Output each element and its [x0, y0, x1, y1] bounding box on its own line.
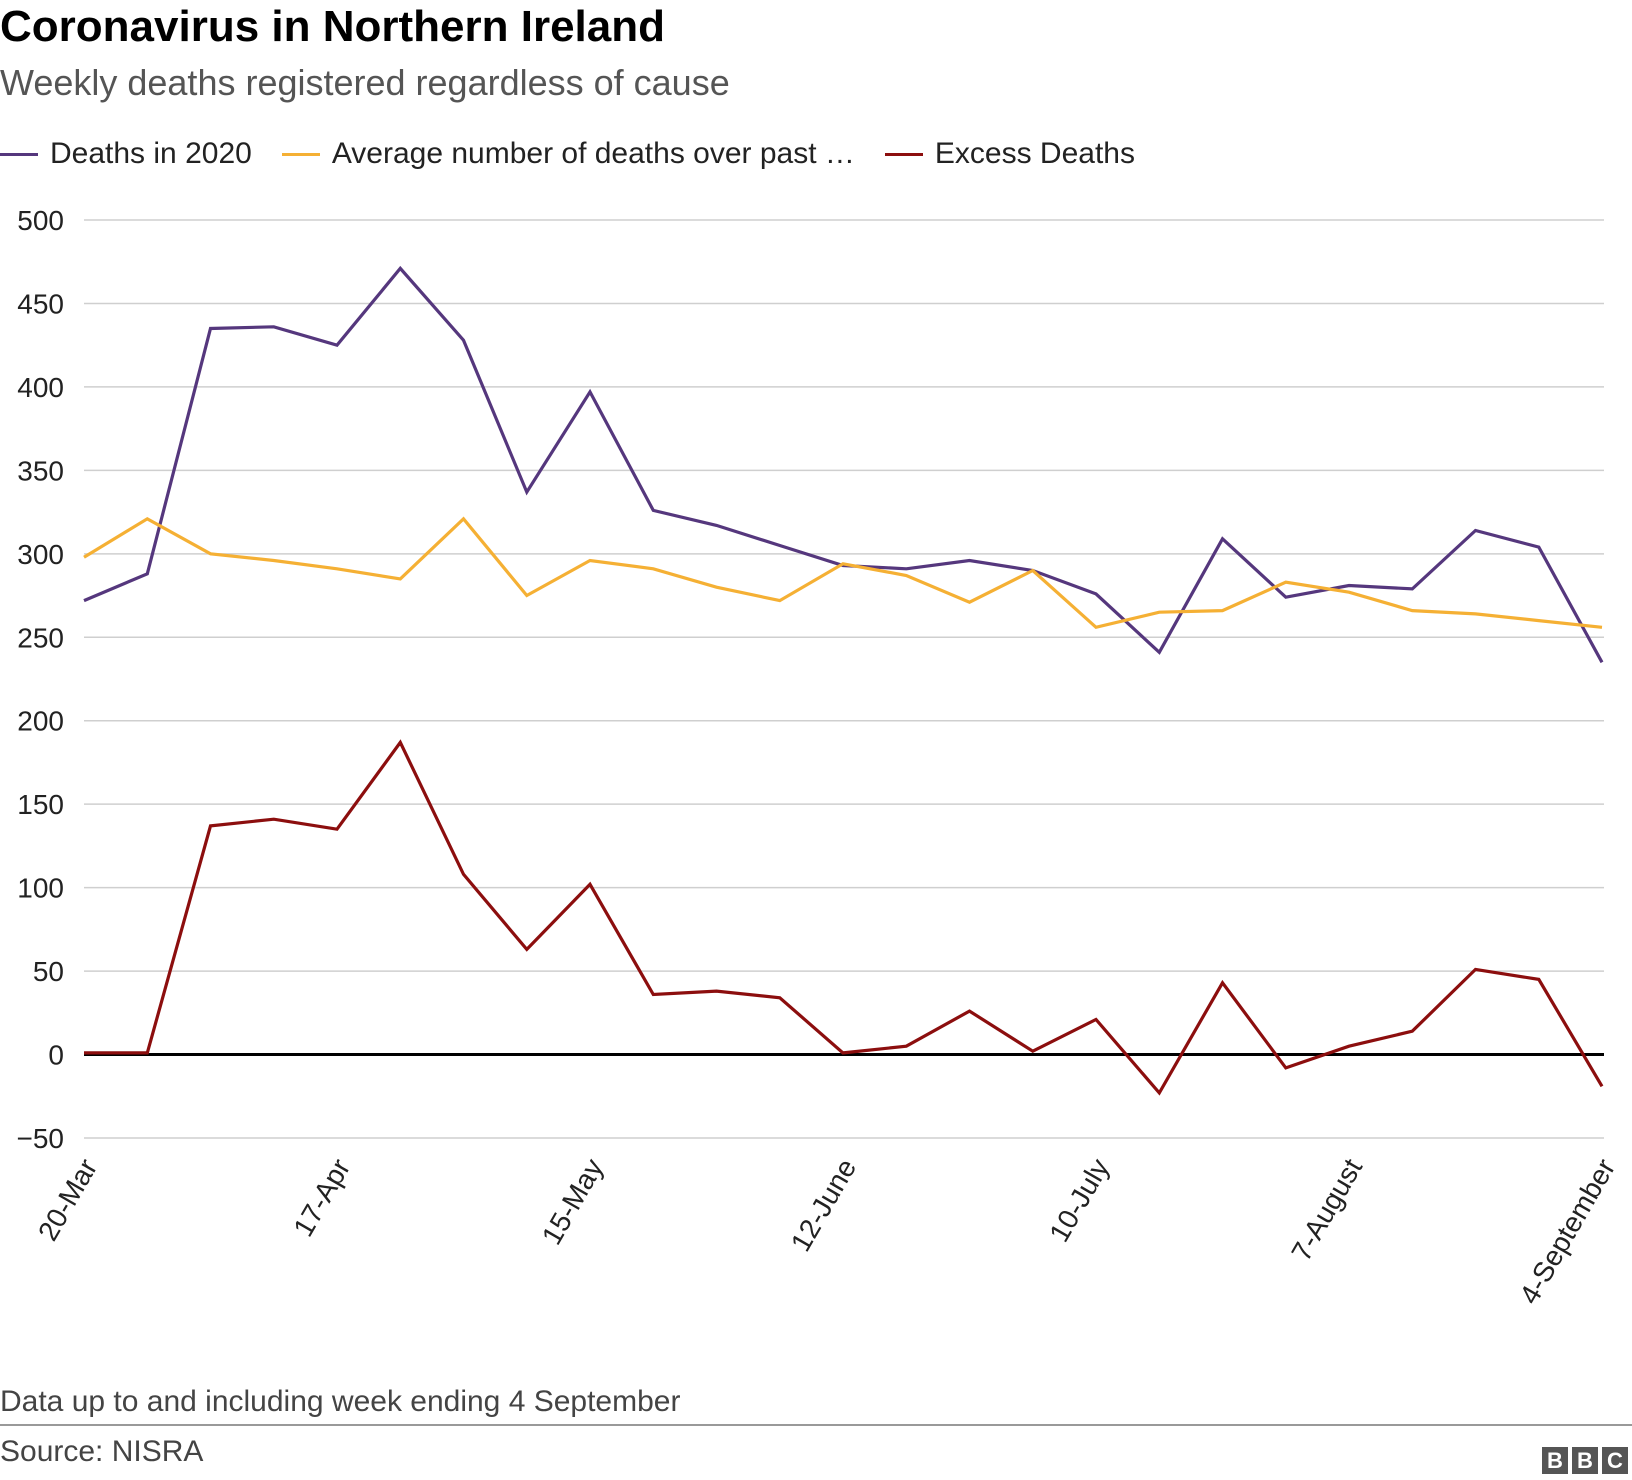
y-tick-label: 200 — [17, 706, 64, 737]
gridlines — [84, 219, 1604, 1139]
y-tick-label: 150 — [17, 789, 64, 820]
legend-item-deaths-2020: Deaths in 2020 — [0, 137, 252, 171]
x-tick-label: 7-August — [1285, 1153, 1368, 1266]
bbc-logo: B B C — [1542, 1447, 1628, 1474]
y-tick-label: 450 — [17, 288, 64, 319]
y-tick-label: 300 — [17, 539, 64, 570]
x-tick-label: 4-September — [1513, 1154, 1621, 1310]
x-axis-ticks: 20-Mar 17-Apr 15-May 12-June 10-July 7-August… — [32, 1153, 1621, 1309]
chart-title: Coronavirus in Northern Ireland — [0, 2, 665, 51]
x-tick-label: 15-May — [536, 1154, 610, 1250]
legend: Deaths in 2020 Average number of deaths … — [0, 136, 1165, 172]
legend-swatch-excess-deaths — [884, 152, 923, 156]
x-tick-label: 12-June — [785, 1154, 862, 1257]
logo-letter-b1: B — [1542, 1447, 1568, 1474]
x-tick-label: 17-Apr — [287, 1154, 356, 1242]
source-note: Source: NISRA — [0, 1435, 204, 1468]
legend-label-deaths-2020: Deaths in 2020 — [50, 137, 252, 170]
y-tick-label: 350 — [17, 455, 64, 486]
y-tick-label: 250 — [17, 622, 64, 653]
y-tick-label: 500 — [17, 205, 64, 236]
logo-letter-c: C — [1602, 1447, 1628, 1474]
footnote: Data up to and including week ending 4 S… — [0, 1385, 681, 1418]
footer-divider — [0, 1424, 1632, 1426]
series-line-2 — [84, 739, 1604, 1096]
legend-swatch-deaths-2020 — [0, 152, 38, 156]
legend-item-excess-deaths: Excess Deaths — [884, 137, 1135, 171]
logo-letter-b2: B — [1572, 1447, 1598, 1474]
y-tick-label: 400 — [17, 372, 64, 403]
legend-item-average-deaths: Average number of deaths over past … — [281, 137, 855, 171]
legend-label-average-deaths: Average number of deaths over past … — [331, 137, 855, 170]
chart-subtitle: Weekly deaths registered regardless of c… — [0, 62, 730, 103]
y-tick-label: 50 — [33, 956, 64, 987]
y-tick-label: −50 — [17, 1123, 65, 1154]
x-tick-label: 20-Mar — [32, 1154, 103, 1246]
x-tick-label: 10-July — [1043, 1154, 1115, 1248]
series-lines — [83, 265, 1604, 1096]
legend-swatch-average-deaths — [281, 152, 320, 156]
y-tick-label: 0 — [48, 1040, 64, 1071]
y-tick-label: 100 — [17, 873, 64, 904]
series-line-0 — [83, 265, 1604, 664]
legend-label-excess-deaths: Excess Deaths — [934, 137, 1135, 170]
series-line-1 — [83, 516, 1603, 630]
